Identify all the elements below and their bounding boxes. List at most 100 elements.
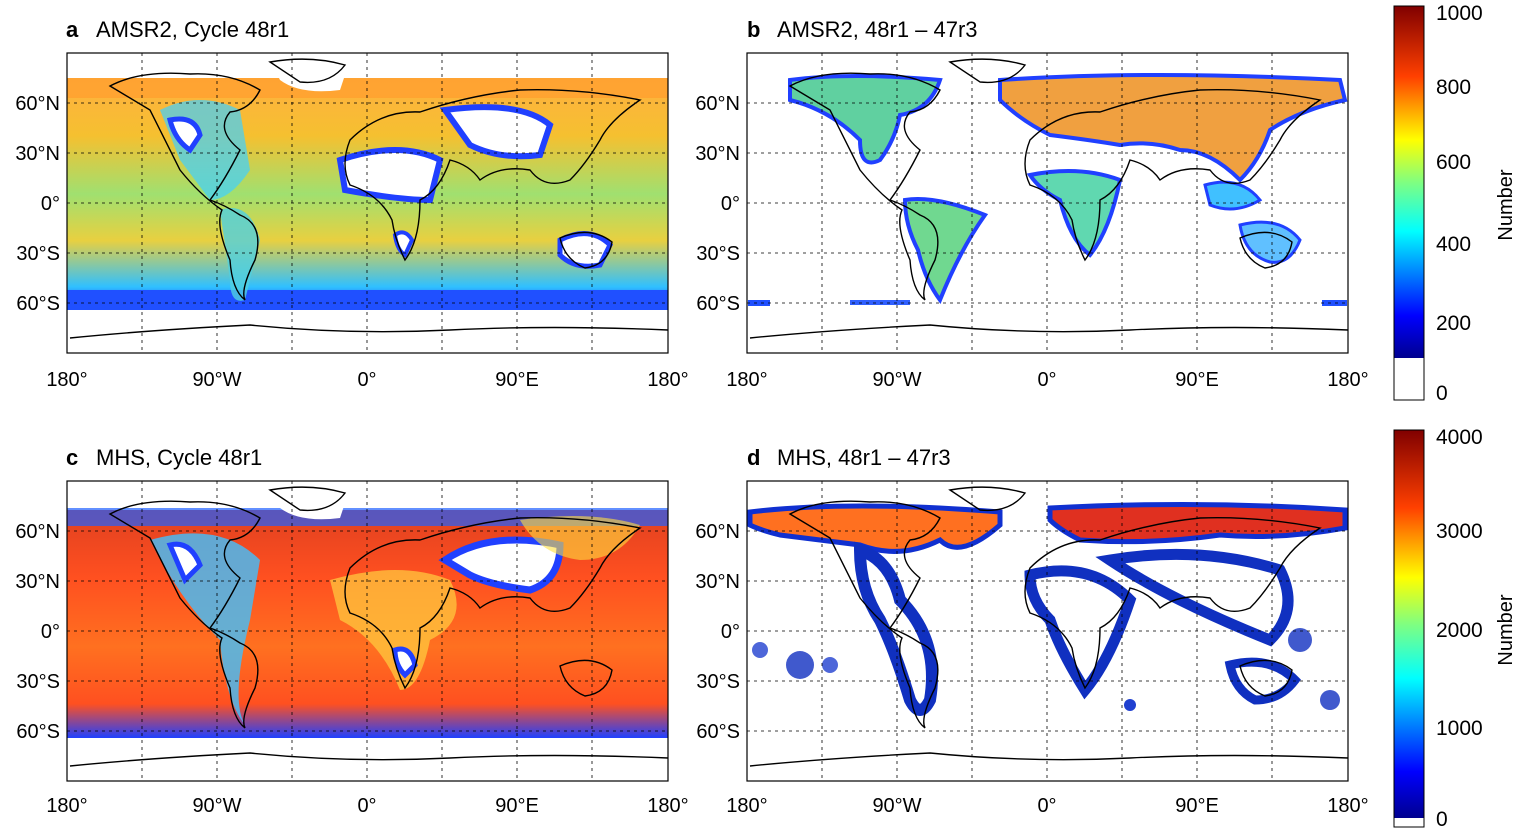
colorbar-frame <box>1393 429 1425 828</box>
colorbar-tick: 200 <box>1436 312 1471 335</box>
colorbar-tick: 3000 <box>1436 520 1483 543</box>
panel-c: c MHS, Cycle 48r1 <box>15 445 688 817</box>
lat-tick: 0° <box>41 621 60 643</box>
lon-tick: 90°E <box>1175 795 1219 817</box>
lat-tick: 60°S <box>696 293 740 315</box>
colorbar-label: Number <box>1495 169 1517 240</box>
lon-axis: 180° 90°W 0° 90°E 180° <box>726 795 1368 817</box>
data-field <box>67 488 668 781</box>
lat-axis: 60°N 30°N 0° 30°S 60°S <box>15 521 60 743</box>
lat-tick: 60°N <box>15 521 60 543</box>
lon-tick: 90°E <box>1175 369 1219 391</box>
colorbar-zero-bin <box>1394 818 1424 827</box>
lat-tick: 60°S <box>16 721 60 743</box>
lat-tick: 30°N <box>695 143 740 165</box>
lat-tick: 0° <box>721 193 740 215</box>
panel-title: MHS, Cycle 48r1 <box>96 445 262 470</box>
lon-tick: 0° <box>1037 369 1056 391</box>
panel-letter: a <box>66 17 79 42</box>
panel-b: b AMSR2, 48r1 – 47r3 <box>695 17 1368 391</box>
lon-tick: 90°W <box>192 369 241 391</box>
data-field <box>67 60 668 353</box>
gridlines <box>67 53 668 353</box>
gridlines <box>747 481 1348 781</box>
map-frame <box>66 480 669 782</box>
lat-tick: 60°N <box>15 93 60 115</box>
colorbar-tick: 2000 <box>1436 619 1483 642</box>
colorbar-ticks: 4000 3000 2000 1000 0 <box>1436 426 1483 829</box>
lat-axis: 60°N 30°N 0° 30°S 60°S <box>695 93 740 315</box>
lon-tick: 180° <box>726 369 767 391</box>
lat-tick: 30°N <box>15 143 60 165</box>
coastlines <box>69 486 669 767</box>
lon-tick: 180° <box>647 795 688 817</box>
colorbar-ticks: 1000 800 600 400 200 0 <box>1436 2 1483 405</box>
lon-tick: 90°E <box>495 795 539 817</box>
lat-tick: 30°N <box>15 571 60 593</box>
map-frame <box>746 52 1349 354</box>
lat-tick: 60°S <box>16 293 60 315</box>
lon-tick: 180° <box>1327 369 1368 391</box>
colorbar-tick: 4000 <box>1436 426 1483 449</box>
coastlines <box>69 58 669 339</box>
lat-tick: 30°N <box>695 571 740 593</box>
colorbar-tick: 1000 <box>1436 2 1483 25</box>
colorbar-gradient <box>1394 6 1424 358</box>
coastlines <box>749 58 1349 339</box>
panel-d: d MHS, 48r1 – 47r3 <box>695 445 1368 817</box>
colorbar-tick: 0 <box>1436 382 1448 405</box>
lat-tick: 0° <box>41 193 60 215</box>
colorbar-tick: 800 <box>1436 76 1471 99</box>
lat-tick: 30°S <box>696 243 740 265</box>
lon-tick: 0° <box>1037 795 1056 817</box>
lat-tick: 0° <box>721 621 740 643</box>
lon-tick: 180° <box>726 795 767 817</box>
lon-tick: 90°E <box>495 369 539 391</box>
colorbar-label: Number <box>1495 594 1517 665</box>
lon-tick: 90°W <box>192 795 241 817</box>
colorbar-gradient <box>1394 430 1424 818</box>
lon-axis: 180° 90°W 0° 90°E 180° <box>46 795 688 817</box>
panel-title: MHS, 48r1 – 47r3 <box>777 445 951 470</box>
colorbar-tick: 1000 <box>1436 717 1483 740</box>
lon-tick: 0° <box>357 369 376 391</box>
panel-letter: d <box>747 445 760 470</box>
lat-tick: 60°N <box>695 93 740 115</box>
colorbar-zero-bin <box>1394 358 1424 400</box>
lon-tick: 0° <box>357 795 376 817</box>
lat-axis: 60°N 30°N 0° 30°S 60°S <box>695 521 740 743</box>
gridlines <box>747 53 1348 353</box>
lon-axis: 180° 90°W 0° 90°E 180° <box>46 369 688 391</box>
colorbar-frame <box>1393 5 1425 401</box>
data-field <box>748 73 1348 306</box>
lat-tick: 30°S <box>16 671 60 693</box>
coastlines <box>749 486 1349 767</box>
gridlines <box>67 481 668 781</box>
lon-tick: 180° <box>647 369 688 391</box>
lon-tick: 180° <box>1327 795 1368 817</box>
lon-axis: 180° 90°W 0° 90°E 180° <box>726 369 1368 391</box>
panel-letter: b <box>747 17 760 42</box>
lat-tick: 30°S <box>696 671 740 693</box>
panel-letter: c <box>66 445 78 470</box>
lat-tick: 60°S <box>696 721 740 743</box>
colorbar-amsr2: 1000 800 600 400 200 0 Number <box>1393 2 1517 405</box>
lat-tick: 60°N <box>695 521 740 543</box>
colorbar-tick: 400 <box>1436 233 1471 256</box>
map-frame <box>746 480 1349 782</box>
colorbar-tick: 0 <box>1436 808 1448 829</box>
colorbar-mhs: 4000 3000 2000 1000 0 Number <box>1393 426 1517 829</box>
lon-tick: 180° <box>46 795 87 817</box>
lon-tick: 90°W <box>872 795 921 817</box>
lon-tick: 90°W <box>872 369 921 391</box>
panel-a: a AMSR2, Cycle 48r1 <box>15 17 688 391</box>
lat-axis: 60°N 30°N 0° 30°S 60°S <box>15 93 60 315</box>
panel-title: AMSR2, Cycle 48r1 <box>96 17 289 42</box>
map-frame <box>66 52 669 354</box>
lon-tick: 180° <box>46 369 87 391</box>
panel-title: AMSR2, 48r1 – 47r3 <box>777 17 978 42</box>
colorbar-tick: 600 <box>1436 151 1471 174</box>
data-field <box>747 501 1348 716</box>
lat-tick: 30°S <box>16 243 60 265</box>
